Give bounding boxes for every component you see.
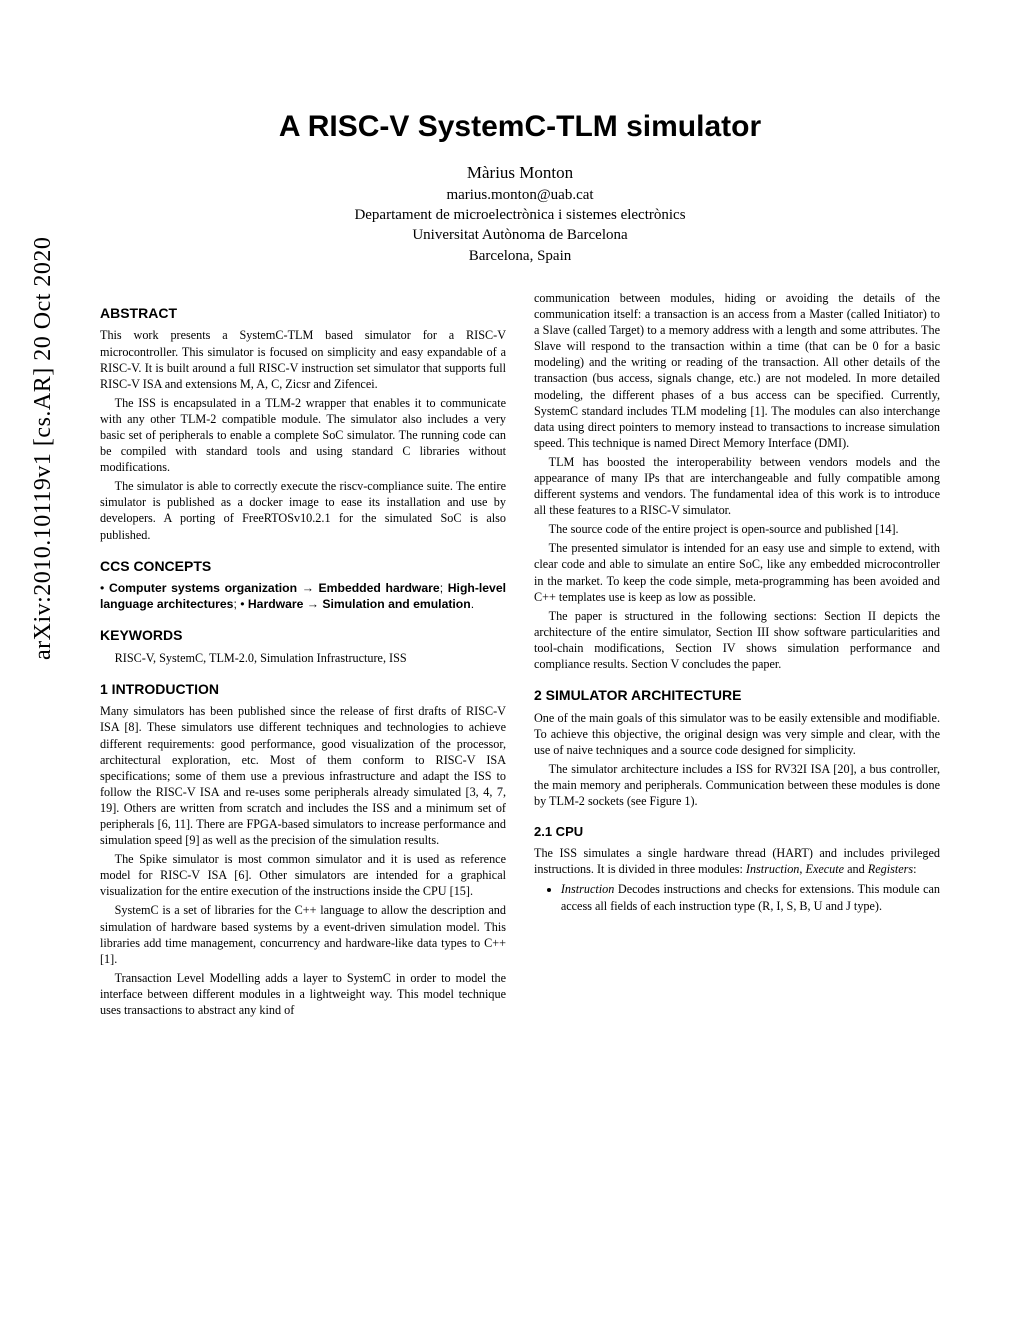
cont-p1: communication between modules, hiding or… (534, 290, 940, 451)
intro-heading: 1 INTRODUCTION (100, 680, 506, 698)
intro-p1: Many simulators has been published since… (100, 703, 506, 848)
author-email: marius.monton@uab.cat (100, 185, 940, 205)
arch-heading: 2 SIMULATOR ARCHITECTURE (534, 686, 940, 704)
keywords-body: RISC-V, SystemC, TLM-2.0, Simulation Inf… (100, 650, 506, 666)
keywords-heading: KEYWORDS (100, 626, 506, 644)
cont-p5: The paper is structured in the following… (534, 608, 940, 672)
author-block: Màrius Monton marius.monton@uab.cat Depa… (100, 162, 940, 266)
right-column: communication between modules, hiding or… (534, 290, 940, 1021)
author-univ: Universitat Autònoma de Barcelona (100, 225, 940, 245)
cpu-li1-lead: Instruction (561, 882, 615, 896)
left-column: ABSTRACT This work presents a SystemC-TL… (100, 290, 506, 1021)
arxiv-stamp: arXiv:2010.10119v1 [cs.AR] 20 Oct 2020 (30, 237, 57, 660)
arch-p2: The simulator architecture includes a IS… (534, 761, 940, 809)
two-column-body: ABSTRACT This work presents a SystemC-TL… (100, 290, 940, 1021)
page-content: A RISC-V SystemC-TLM simulator Màrius Mo… (0, 0, 1020, 1061)
paper-title: A RISC-V SystemC-TLM simulator (100, 110, 940, 144)
abstract-p3: The simulator is able to correctly execu… (100, 478, 506, 542)
ccs-text: • Computer systems organization → Embedd… (100, 581, 506, 611)
author-name: Màrius Monton (100, 162, 940, 185)
abstract-heading: ABSTRACT (100, 304, 506, 322)
cpu-li1-rest: Decodes instructions and checks for exte… (561, 882, 940, 912)
cpu-list-item-1: Instruction Decodes instructions and che… (561, 881, 940, 913)
cpu-heading: 2.1 CPU (534, 823, 940, 840)
ccs-heading: CCS CONCEPTS (100, 557, 506, 575)
intro-p3: SystemC is a set of libraries for the C+… (100, 902, 506, 966)
cont-p3: The source code of the entire project is… (534, 521, 940, 537)
author-dept: Departament de microelectrònica i sistem… (100, 205, 940, 225)
author-city: Barcelona, Spain (100, 246, 940, 266)
arch-p1: One of the main goals of this simulator … (534, 710, 940, 758)
cpu-list: Instruction Decodes instructions and che… (561, 881, 940, 913)
abstract-p1: This work presents a SystemC-TLM based s… (100, 327, 506, 391)
intro-p2: The Spike simulator is most common simul… (100, 851, 506, 899)
cpu-p1: The ISS simulates a single hardware thre… (534, 845, 940, 877)
ccs-body: • Computer systems organization → Embedd… (100, 580, 506, 612)
cont-p2: TLM has boosted the interoperability bet… (534, 454, 940, 518)
intro-p4: Transaction Level Modelling adds a layer… (100, 970, 506, 1018)
abstract-p2: The ISS is encapsulated in a TLM-2 wrapp… (100, 395, 506, 475)
cont-p4: The presented simulator is intended for … (534, 540, 940, 604)
